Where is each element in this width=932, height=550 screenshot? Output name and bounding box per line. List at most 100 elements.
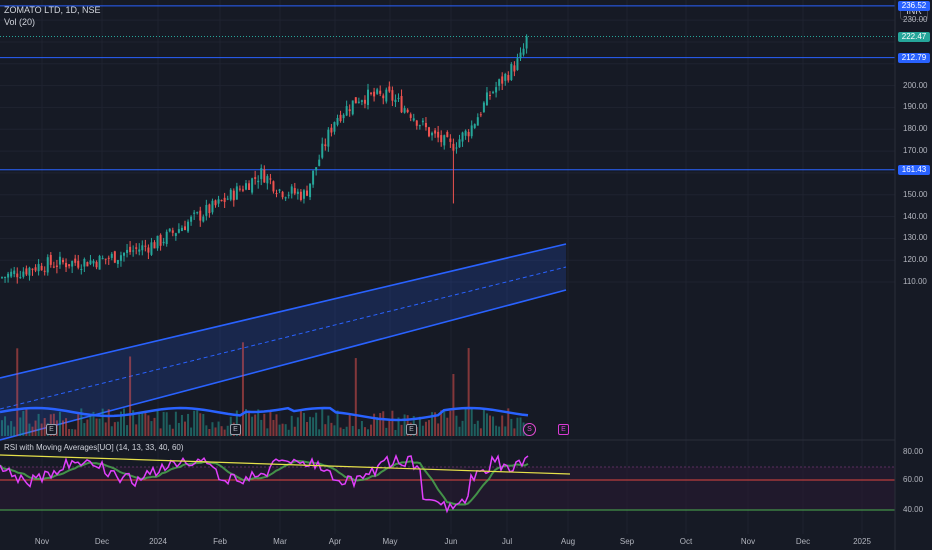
volume-bar	[211, 422, 214, 436]
volume-bar	[129, 356, 132, 436]
volume-bar	[101, 408, 104, 436]
candle-body	[394, 99, 397, 103]
price-level-label: 161.43	[898, 164, 930, 175]
time-tick-label: Nov	[740, 537, 756, 546]
volume-bar	[315, 412, 318, 436]
volume-bar	[95, 418, 98, 436]
volume-bar	[86, 419, 89, 436]
candle-body	[412, 118, 415, 121]
candle-body	[345, 106, 348, 116]
volume-bar	[275, 414, 278, 436]
volume-bar	[376, 417, 379, 436]
candle-body	[98, 255, 101, 270]
volume-bar	[519, 417, 522, 436]
volume-bar	[363, 427, 366, 436]
volume-bar	[278, 424, 281, 436]
candle-body	[296, 191, 299, 194]
volume-bar	[22, 410, 25, 436]
candle-body	[501, 76, 504, 84]
volume-bar	[28, 423, 31, 436]
candle-body	[409, 114, 412, 118]
volume-bar	[318, 429, 321, 436]
volume-bar	[467, 348, 470, 436]
candle-body	[113, 251, 116, 263]
candle-body	[193, 212, 196, 214]
rsi-ma-line	[0, 459, 529, 506]
time-tick-label: 2025	[853, 537, 871, 546]
candle-body	[190, 216, 193, 222]
volume-bar	[482, 408, 485, 436]
volume-bar	[501, 415, 504, 436]
candle-body	[452, 143, 455, 151]
candle-body	[504, 74, 507, 81]
candle-body	[360, 100, 363, 102]
volume-bar	[458, 426, 461, 436]
candle-body	[257, 180, 260, 183]
volume-bar	[199, 413, 202, 436]
candle-body	[83, 259, 86, 267]
candle-body	[68, 264, 71, 267]
price-level-label: 236.52	[898, 0, 930, 11]
candle-body	[25, 268, 28, 275]
volume-bar	[513, 428, 516, 436]
candle-body	[123, 252, 125, 256]
candle-body	[415, 120, 418, 126]
candle-body	[229, 189, 232, 200]
candle-body	[174, 233, 177, 236]
volume-bar	[110, 426, 113, 436]
candle-body	[238, 188, 241, 190]
volume-bar	[354, 358, 357, 436]
time-tick-label: Mar	[273, 537, 287, 546]
volume-bar	[205, 425, 208, 436]
volume-bar	[464, 408, 467, 436]
channel-fill	[0, 244, 566, 440]
candle-body	[437, 131, 440, 138]
candle-body	[473, 124, 476, 128]
earnings-event-icon[interactable]: E	[558, 424, 569, 435]
volume-bar	[424, 421, 427, 436]
volume-bar	[428, 420, 430, 436]
candle-body	[245, 183, 247, 190]
volume-bar	[336, 410, 339, 436]
volume-bar	[58, 411, 61, 436]
candle-body	[138, 249, 141, 252]
volume-bar	[479, 428, 482, 436]
volume-bar	[257, 409, 260, 436]
candle-body	[10, 271, 13, 277]
split-event-icon[interactable]: S	[523, 423, 536, 436]
volume-bar	[302, 412, 305, 436]
earnings-event-icon[interactable]: E	[230, 424, 241, 435]
rsi-tick-label: 40.00	[903, 505, 924, 514]
candle-body	[266, 176, 269, 184]
rsi-title: RSI with Moving Averages[UO] (14, 13, 33…	[4, 443, 184, 452]
volume-bar	[510, 418, 513, 436]
volume-bar	[119, 411, 122, 436]
earnings-event-icon[interactable]: E	[406, 424, 417, 435]
volume-bar	[348, 413, 351, 436]
volume-bar	[171, 428, 174, 436]
candle-body	[153, 242, 156, 249]
volume-bar	[159, 428, 162, 436]
volume-bar	[492, 416, 495, 436]
volume-bar	[202, 414, 205, 436]
candle-body	[101, 258, 104, 260]
volume-bar	[495, 425, 498, 436]
volume-bar	[400, 424, 403, 436]
earnings-event-icon[interactable]: E	[46, 424, 57, 435]
volume-bar	[34, 420, 37, 436]
candle-body	[184, 226, 186, 231]
candle-body	[248, 183, 251, 190]
candle-body	[379, 90, 382, 94]
volume-bar	[193, 410, 196, 436]
volume-bar	[342, 428, 345, 436]
volume-bar	[177, 422, 180, 436]
volume-bar	[293, 426, 296, 436]
volume-bar	[187, 413, 190, 436]
candle-body	[74, 258, 77, 263]
volume-bar	[382, 411, 385, 436]
volume-bar	[476, 420, 479, 436]
rsi-line	[0, 453, 529, 514]
volume-bar	[98, 418, 101, 436]
candle-body	[446, 132, 449, 138]
